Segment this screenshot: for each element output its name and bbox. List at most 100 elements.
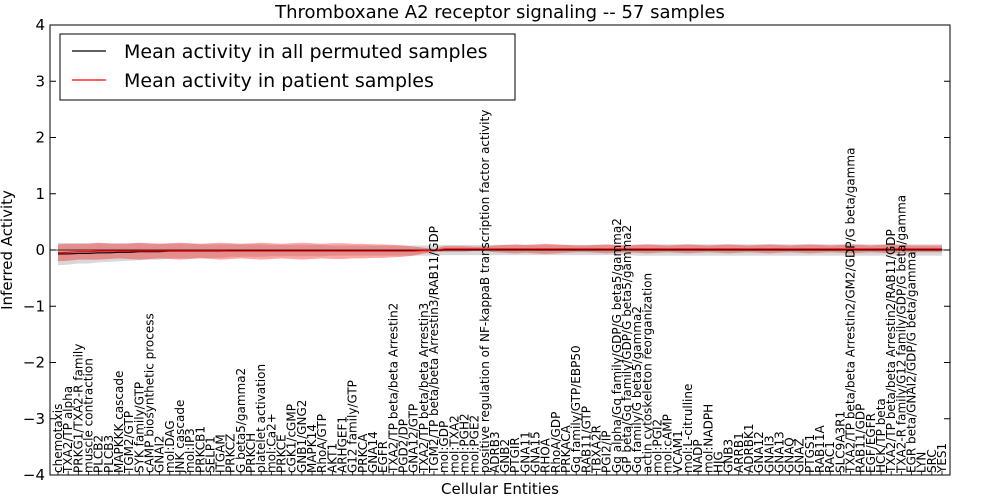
xtick-label: mol:PGE2 [468, 415, 482, 473]
xtick-label: PRKCB1 [193, 426, 207, 473]
ytick-label: 1 [35, 185, 45, 203]
xtick-label: AKT1 [325, 443, 339, 473]
xtick-label: mol:PGI2 [651, 419, 665, 473]
xtick-label: SYK family/GTP [132, 382, 146, 473]
xtick-label: GNAI2 [153, 435, 167, 473]
xtick-label: cGK1/cGMP [285, 404, 299, 473]
xtick-label: RAB11/GTP [579, 406, 593, 473]
xtick-label: RAC1 [823, 441, 837, 473]
xtick-label: ADRB3 [488, 431, 502, 473]
xtick-label: GNB2 [498, 439, 512, 473]
xtick-label: mol:TXA2 [447, 415, 461, 473]
xtick-label: mol:IP3 [183, 428, 197, 473]
legend: Mean activity in all permuted samples Me… [59, 33, 516, 101]
xtick-label: GNA13 [772, 431, 786, 473]
xtick-label: mol:L-citrulline [681, 384, 695, 473]
xtick-label: VCAM1 [671, 430, 685, 473]
xtick-label: RAB11/GDP [854, 404, 868, 473]
xtick-label: muscle contraction [82, 358, 96, 473]
xtick-label: TBXA2R [590, 425, 604, 474]
xtick-label: G12 family/GTP [346, 380, 360, 473]
xtick-label: GNA15 [529, 431, 543, 473]
xtick-label: PRKCH [244, 433, 258, 473]
xtick-label: TGM2/GTP [122, 411, 136, 474]
band-permuted [58, 242, 942, 266]
ytick-label: 3 [35, 72, 45, 90]
xtick-label: Gq alpha/Gq family/GDP/G beta5/gamma2 [610, 218, 624, 473]
xtick-label: PRKACA [559, 424, 573, 473]
xtick-label: GNA11 [518, 431, 532, 473]
ytick-label: −2 [23, 354, 45, 372]
xtick-label: ADRBK1 [742, 423, 756, 473]
xtick-label: mol:PGH2 [457, 413, 471, 473]
xtick-label: GNA12/GTP [407, 404, 421, 473]
xtick-label: SLC9A3R1 [833, 411, 847, 473]
legend-box [59, 33, 516, 101]
xtick-label: GP beta/Gq family/GDP/G beta5/gamma2 [620, 225, 634, 473]
band-patient [58, 242, 942, 262]
xtick-label: JNK cascade [173, 400, 187, 474]
xtick-label: SRC [925, 449, 939, 473]
xtick-label: PRKCE [275, 434, 289, 473]
plot-frame [49, 24, 951, 476]
xtick-label: RAB11A [813, 424, 827, 473]
confidence-bands [58, 242, 942, 266]
xtick-label: NADP [691, 439, 705, 473]
xtick-label: Gq family/G beta5/gamma2 [630, 306, 644, 473]
xtick-label: YES1 [935, 443, 949, 474]
xtick-label: mol:DAG [163, 420, 177, 473]
xtick-label: chemotaxis [51, 404, 65, 473]
xtick-label: GNAZ [793, 438, 807, 473]
xtick-label: TXA2/TP alpha [61, 386, 75, 474]
xtick-label: mol:NADPH [701, 404, 715, 473]
ytick-label: −3 [23, 410, 45, 428]
xtick-label: PRKCZ [224, 434, 238, 473]
xtick-label: GNA12 [752, 431, 766, 473]
xtick-label: ARRB1 [732, 432, 746, 473]
xtick-label: PLCB3 [102, 435, 116, 473]
xtick-label: GNAI3 [762, 435, 776, 473]
chart-title: Thromboxane A2 receptor signaling -- 57 … [274, 2, 725, 23]
xtick-label: PGI2/IP [600, 430, 614, 473]
xtick-label: mol:Ca2+ [264, 413, 278, 473]
line-patient [57, 248, 942, 254]
xtick-label: PRKG1/TXA2-R family [71, 344, 85, 473]
xtick-label: GNB1/GNG2 [295, 400, 309, 473]
y-axis-label: Inferred Activity [0, 190, 16, 310]
xtick-label: EGFR [376, 441, 390, 473]
xtick-label: PGD2/DP [397, 419, 411, 473]
xtick-label: ITGAM [214, 434, 228, 473]
xtick-label: LYN [915, 452, 929, 473]
xtick-label: Gq family/GTP/EBP50 [569, 345, 583, 473]
xtick-label: PRKCA [356, 433, 370, 473]
xtick-label: mol:cAMP [661, 414, 675, 473]
series-lines [50, 248, 950, 255]
ytick-label: 2 [35, 129, 45, 147]
legend-label-patient: Mean activity in patient samples [124, 70, 434, 92]
y-axis-ticks: −4 −3 −2 −1 0 1 2 3 4 [23, 16, 950, 484]
xtick-label: PTGIR [508, 437, 522, 473]
xtick-label: G beta5/gamma2 [234, 368, 248, 473]
xtick-label: MAPKKK cascade [112, 371, 126, 473]
xtick-label: TXA2-R family/G12 family/GDP/G beta/gamm… [894, 195, 908, 474]
xtick-label: platelet activation [254, 364, 268, 473]
xtick-label: GNB3 [722, 439, 736, 473]
xtick-label: TGM2/TP beta/beta Arrestin3/RAB11/GDP [427, 226, 441, 474]
xtick-label: RHOA [539, 437, 553, 473]
xtick-label: HCK/TP beta [874, 398, 888, 473]
xtick-label: EGR beta/GNAI2/GDP/G beta/gamma [905, 251, 919, 473]
xtick-label: MAPK14 [305, 424, 319, 473]
x-axis-label: Cellular Entities [441, 480, 559, 498]
xtick-label: GNAQ [783, 437, 797, 473]
xtick-label: SELP1 [203, 436, 217, 473]
xtick-label: mol:GDP [437, 421, 451, 473]
xtick-label: cAMP biosynthetic process [142, 313, 156, 473]
xtick-label: positive regulation of NF-kappaB transcr… [478, 110, 492, 473]
xtick-label: RhoA/GDP [549, 412, 563, 473]
xtick-label: TXA2/TP beta/beta Arrestin2/GM2/GDP/G be… [844, 148, 858, 474]
xtick-label: TXA2/TP beta/beta Arrestin2/RAB11/GDP [884, 229, 898, 474]
xtick-label: RhoA/GTP [315, 414, 329, 473]
xtick-label: GNA14 [366, 431, 380, 473]
xtick-label: EGF/EGFR [864, 413, 878, 473]
